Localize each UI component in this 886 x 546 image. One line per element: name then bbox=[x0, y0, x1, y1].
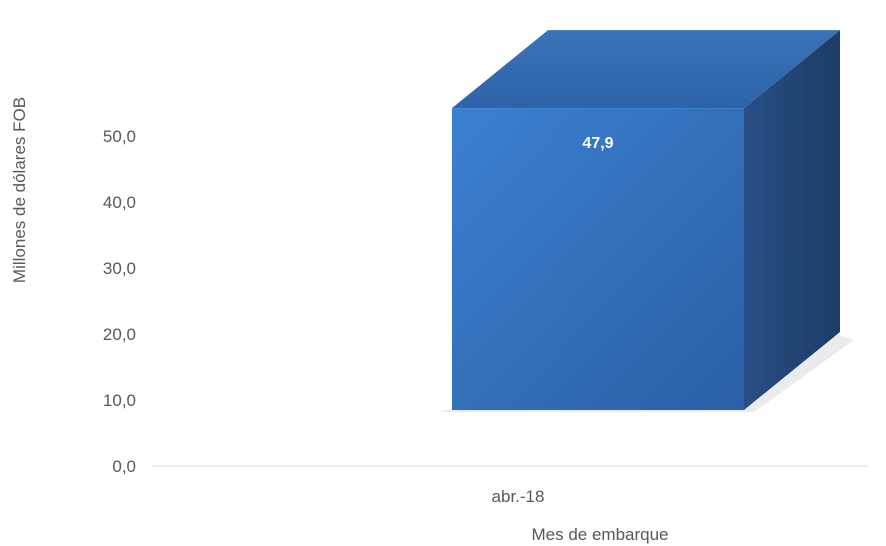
y-axis-title: Millones de dólares FOB bbox=[10, 97, 29, 283]
y-tick-label: 50,0 bbox=[103, 127, 136, 146]
bar-side-face bbox=[744, 30, 840, 410]
bar-front-face bbox=[452, 108, 744, 410]
bar-value-label: 47,9 bbox=[582, 135, 613, 152]
y-tick-label: 20,0 bbox=[103, 325, 136, 344]
x-tick-labels: abr.-18 bbox=[492, 487, 545, 506]
x-axis-title: Mes de embarque bbox=[531, 525, 668, 544]
bar-top-face bbox=[452, 30, 840, 109]
y-tick-labels: 0,0 10,0 20,0 30,0 40,0 50,0 bbox=[103, 127, 136, 476]
y-tick-label: 40,0 bbox=[103, 193, 136, 212]
x-tick-label: abr.-18 bbox=[492, 487, 545, 506]
bars: 47,9 bbox=[436, 30, 854, 412]
y-tick-label: 10,0 bbox=[103, 391, 136, 410]
y-tick-label: 0,0 bbox=[112, 457, 136, 476]
y-axis: 0,0 10,0 20,0 30,0 40,0 50,0 Millones de dóla… bbox=[10, 97, 136, 476]
y-tick-label: 30,0 bbox=[103, 259, 136, 278]
